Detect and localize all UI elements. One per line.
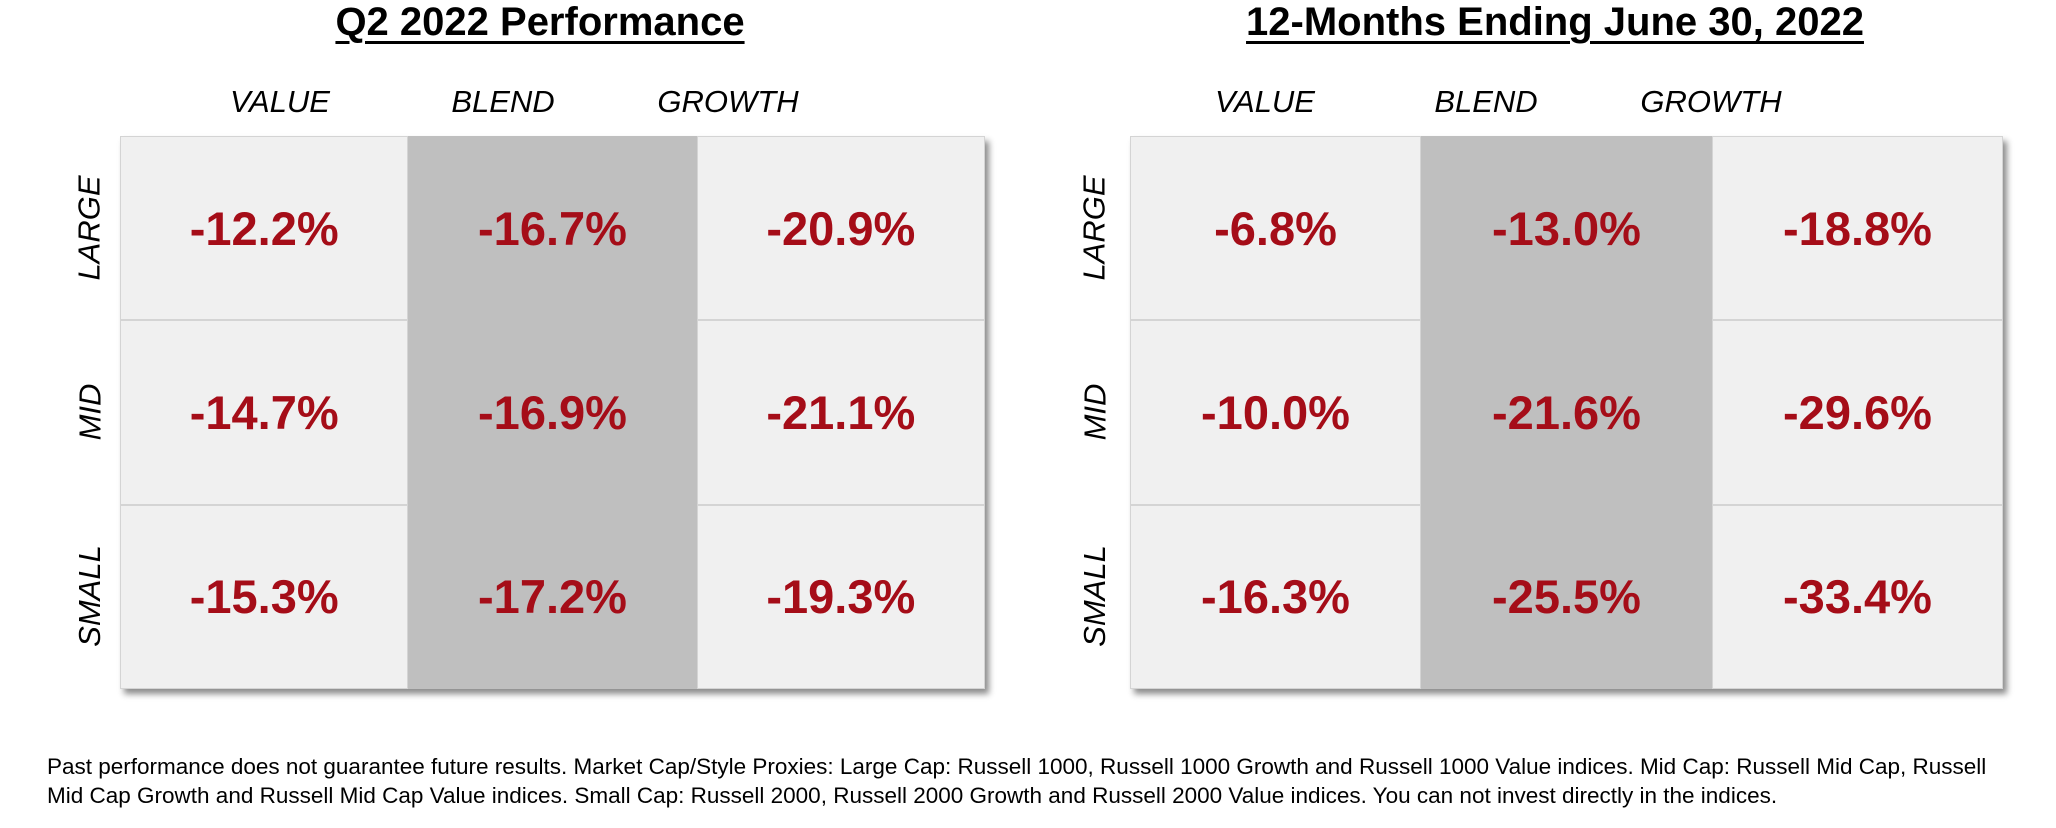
cell-mid-growth: -21.1%	[696, 320, 985, 505]
column-header-value: VALUE	[1215, 84, 1315, 119]
row-header-small-label: SMALL	[1077, 545, 1113, 647]
column-header-growth: GROWTH	[657, 84, 799, 119]
cell-small-value: -15.3%	[120, 504, 409, 689]
cell-mid-blend: -16.9%	[408, 320, 697, 505]
row-header-large: LARGE	[70, 136, 110, 320]
cell-large-value: -12.2%	[120, 136, 409, 321]
column-header-value: VALUE	[230, 84, 330, 119]
panel-title: 12-Months Ending June 30, 2022	[1085, 0, 2025, 44]
row-header-small-label: SMALL	[72, 545, 108, 647]
style-box-grid: -6.8% -13.0% -18.8% -10.0% -21.6% -29.6%…	[1130, 136, 2003, 689]
row-header-large-label: LARGE	[1077, 175, 1113, 281]
cell-large-blend: -13.0%	[1421, 136, 1712, 321]
row-header-mid-label: MID	[72, 383, 108, 441]
twelve-month-panel: 12-Months Ending June 30, 2022 VALUE BLE…	[1077, 0, 2025, 720]
cell-mid-growth: -29.6%	[1712, 320, 2003, 505]
q2-performance-panel: Q2 2022 Performance VALUE BLEND GROWTH L…	[70, 0, 1010, 720]
cell-small-value: -16.3%	[1130, 504, 1421, 689]
row-header-large: LARGE	[1075, 136, 1115, 320]
panel-title-text: Q2 2022 Performance	[335, 0, 745, 44]
cell-large-blend: -16.7%	[408, 136, 697, 321]
row-header-large-label: LARGE	[72, 175, 108, 281]
panel-title-text: 12-Months Ending June 30, 2022	[1246, 0, 1864, 44]
cell-small-growth: -19.3%	[696, 504, 985, 689]
cell-mid-value: -10.0%	[1130, 320, 1421, 505]
disclaimer-footnote: Past performance does not guarantee futu…	[47, 754, 1987, 808]
cell-small-growth: -33.4%	[1712, 504, 2003, 689]
row-header-mid-label: MID	[1077, 383, 1113, 441]
column-header-blend: BLEND	[1434, 84, 1538, 119]
cell-mid-value: -14.7%	[120, 320, 409, 505]
row-header-mid: MID	[1075, 320, 1115, 504]
cell-small-blend: -25.5%	[1421, 504, 1712, 689]
style-box-grid: -12.2% -16.7% -20.9% -14.7% -16.9% -21.1…	[120, 136, 985, 689]
column-header-growth: GROWTH	[1640, 84, 1782, 119]
panel-title: Q2 2022 Performance	[70, 0, 1010, 44]
row-header-small: SMALL	[1075, 504, 1115, 688]
row-header-mid: MID	[70, 320, 110, 504]
cell-large-value: -6.8%	[1130, 136, 1421, 321]
cell-small-blend: -17.2%	[408, 504, 697, 689]
cell-large-growth: -20.9%	[696, 136, 985, 321]
column-header-blend: BLEND	[451, 84, 555, 119]
cell-large-growth: -18.8%	[1712, 136, 2003, 321]
cell-mid-blend: -21.6%	[1421, 320, 1712, 505]
row-header-small: SMALL	[70, 504, 110, 688]
